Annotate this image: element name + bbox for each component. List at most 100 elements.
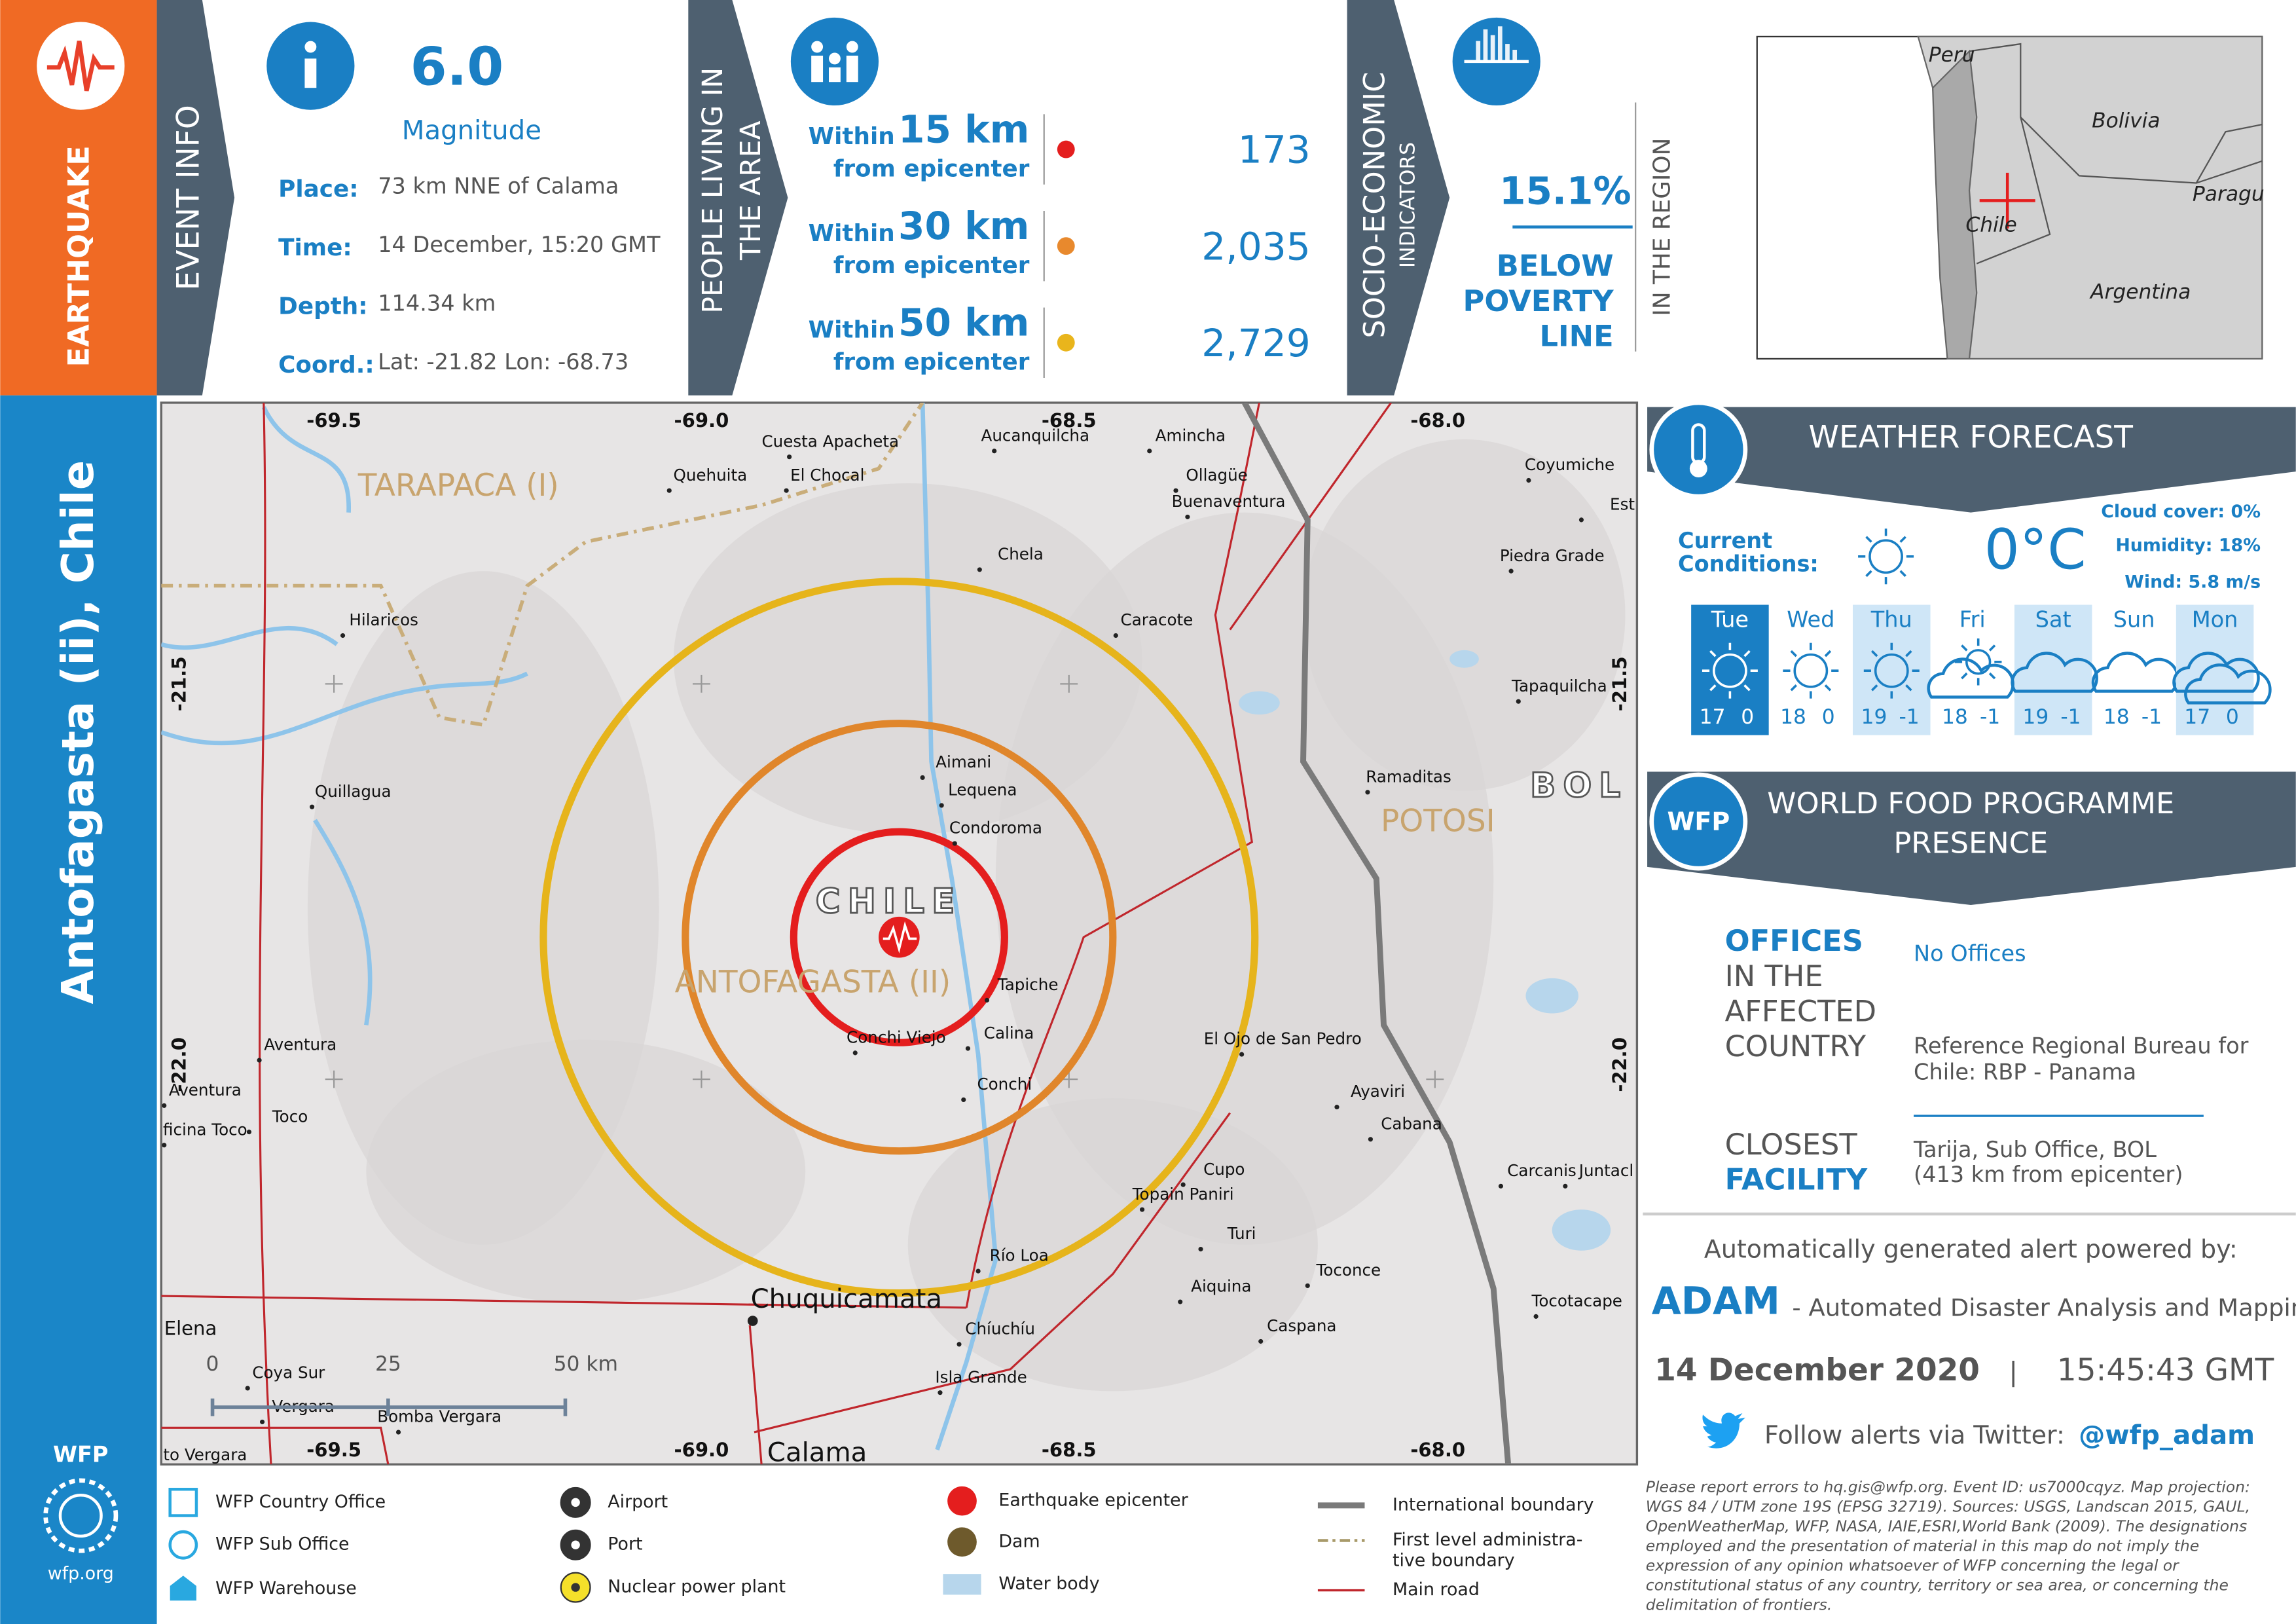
impact-ring	[539, 578, 1259, 1297]
sun-icon	[1868, 539, 1903, 574]
grid-cross	[693, 674, 710, 693]
place-dot	[666, 488, 672, 493]
admin-boundary	[161, 402, 924, 728]
scale-label: 25	[375, 1352, 401, 1376]
socio-subheading: INDICATORS	[1396, 142, 1420, 268]
powered-by: Automatically generated alert powered by…	[1704, 1234, 2238, 1263]
weather-detail: Wind: 5.8 m/s	[2124, 572, 2261, 593]
socio-heading: SOCIO-ECONOMIC	[1357, 72, 1391, 339]
poverty-label: LINE	[1540, 319, 1614, 354]
closest-label: FACILITY	[1725, 1162, 1868, 1197]
sun-icon	[1793, 653, 1829, 688]
cloud-icon	[1927, 657, 2014, 699]
people-count: 173	[1238, 128, 1311, 172]
disclaimer: Please report errors to hq.gis@wfp.org. …	[1646, 1478, 2250, 1496]
place-label: Piedra Grade	[1500, 546, 1605, 565]
current-label: Current	[1678, 528, 1772, 553]
distance: 30 km	[898, 204, 1029, 248]
map-layers	[161, 402, 1626, 1465]
sun-ray	[1988, 644, 1996, 652]
within-label: Within	[809, 220, 895, 247]
place-dot	[1526, 477, 1531, 483]
place-label: Juntacl	[1578, 1161, 1633, 1180]
event-heading: EVENT INFO	[170, 105, 206, 290]
sun-ray	[1865, 536, 1872, 543]
legend-symbol	[168, 1488, 198, 1517]
place-label: Ayaviri	[1351, 1082, 1405, 1101]
country-label: CHILE	[816, 882, 962, 921]
legend-symbol-core	[571, 1498, 580, 1507]
day-name: Thu	[1870, 607, 1912, 633]
place-label: Ramaditas	[1366, 767, 1451, 786]
place-label: Caracote	[1121, 610, 1194, 629]
inset-label: Chile	[1965, 213, 2016, 236]
place-dot	[162, 1143, 167, 1148]
people-body	[828, 67, 841, 83]
legend-symbol	[168, 1530, 198, 1560]
legend-symbol	[170, 1576, 196, 1601]
lon-tick-label: -69.0	[674, 409, 729, 432]
disclaimer: OpenWeatherMap, WFP, NASA, IAIE,ESRI,Wor…	[1646, 1517, 2247, 1535]
offices-label: IN THE	[1725, 959, 1823, 993]
epicenter-wave	[883, 921, 917, 954]
twitter-handle: @wfp_adam	[2079, 1420, 2255, 1450]
people-head	[846, 41, 858, 53]
info-label: Coord.:	[278, 352, 374, 378]
sun-ray	[1988, 672, 1996, 680]
lat-tick-label: -22.0	[168, 1037, 190, 1092]
sun-ray	[1790, 650, 1797, 657]
place-label: Topain Paniri	[1132, 1185, 1234, 1204]
legend-symbol	[947, 1486, 977, 1516]
from-label: from epicenter	[833, 155, 1030, 182]
country-label: BOL	[1530, 766, 1628, 805]
place-label: Carcanis	[1507, 1161, 1576, 1180]
river	[161, 671, 528, 746]
sun-icon	[1874, 653, 1909, 688]
place-dot	[965, 1046, 971, 1051]
place-label: Cuesta Apacheta	[761, 432, 899, 451]
lat-tick-label: -22.0	[1609, 1037, 1631, 1092]
impact-ring	[790, 828, 1008, 1046]
inset-borders	[1969, 43, 2263, 265]
people-body	[811, 55, 824, 83]
place-dot	[975, 1268, 981, 1274]
legend-symbol	[943, 1574, 981, 1595]
day-min: -1	[2060, 705, 2081, 729]
place-label: Conchi	[977, 1075, 1032, 1094]
day-max: 19	[2022, 705, 2049, 729]
impact-ring	[682, 720, 1117, 1155]
sun-ray	[1870, 684, 1878, 692]
day-name: Sun	[2113, 607, 2155, 633]
socio-icon-bar	[1483, 29, 1488, 62]
water-body	[1525, 978, 1578, 1014]
legend-label: tive boundary	[1393, 1550, 1515, 1570]
place-dot	[977, 567, 982, 572]
people-chevron	[688, 0, 788, 396]
inset-label: Bolivia	[2092, 109, 2160, 133]
place-dot	[952, 841, 957, 846]
place-label: Quillagua	[315, 782, 392, 801]
place-label: ficina Toco	[163, 1120, 247, 1139]
place-dot	[747, 1316, 758, 1326]
place-dot	[992, 449, 997, 454]
place-dot	[1173, 488, 1178, 493]
place-dot	[259, 1419, 265, 1424]
twitter-icon	[1702, 1412, 1745, 1449]
place-label: Hilaricos	[349, 610, 418, 629]
place-dot	[1578, 517, 1584, 523]
day-min: -1	[1980, 705, 2000, 729]
socio-icon-bar	[1497, 26, 1503, 62]
day-cell	[2176, 604, 2254, 735]
sun-ray	[1709, 684, 1717, 692]
legend-label: Earthquake epicenter	[998, 1490, 1188, 1511]
day-name: Wed	[1787, 607, 1834, 633]
legend-label: Airport	[608, 1492, 668, 1512]
place-label: Lequena	[948, 781, 1017, 800]
region-label: ANTOFAGASTA (II)	[675, 964, 951, 1000]
sun-ray	[1743, 650, 1751, 657]
info-dot	[304, 41, 317, 53]
legend-label: International boundary	[1393, 1494, 1594, 1515]
weather-detail: Humidity: 18%	[2115, 536, 2261, 556]
place-label: Aimani	[936, 752, 991, 771]
grid-cross	[693, 1070, 710, 1088]
